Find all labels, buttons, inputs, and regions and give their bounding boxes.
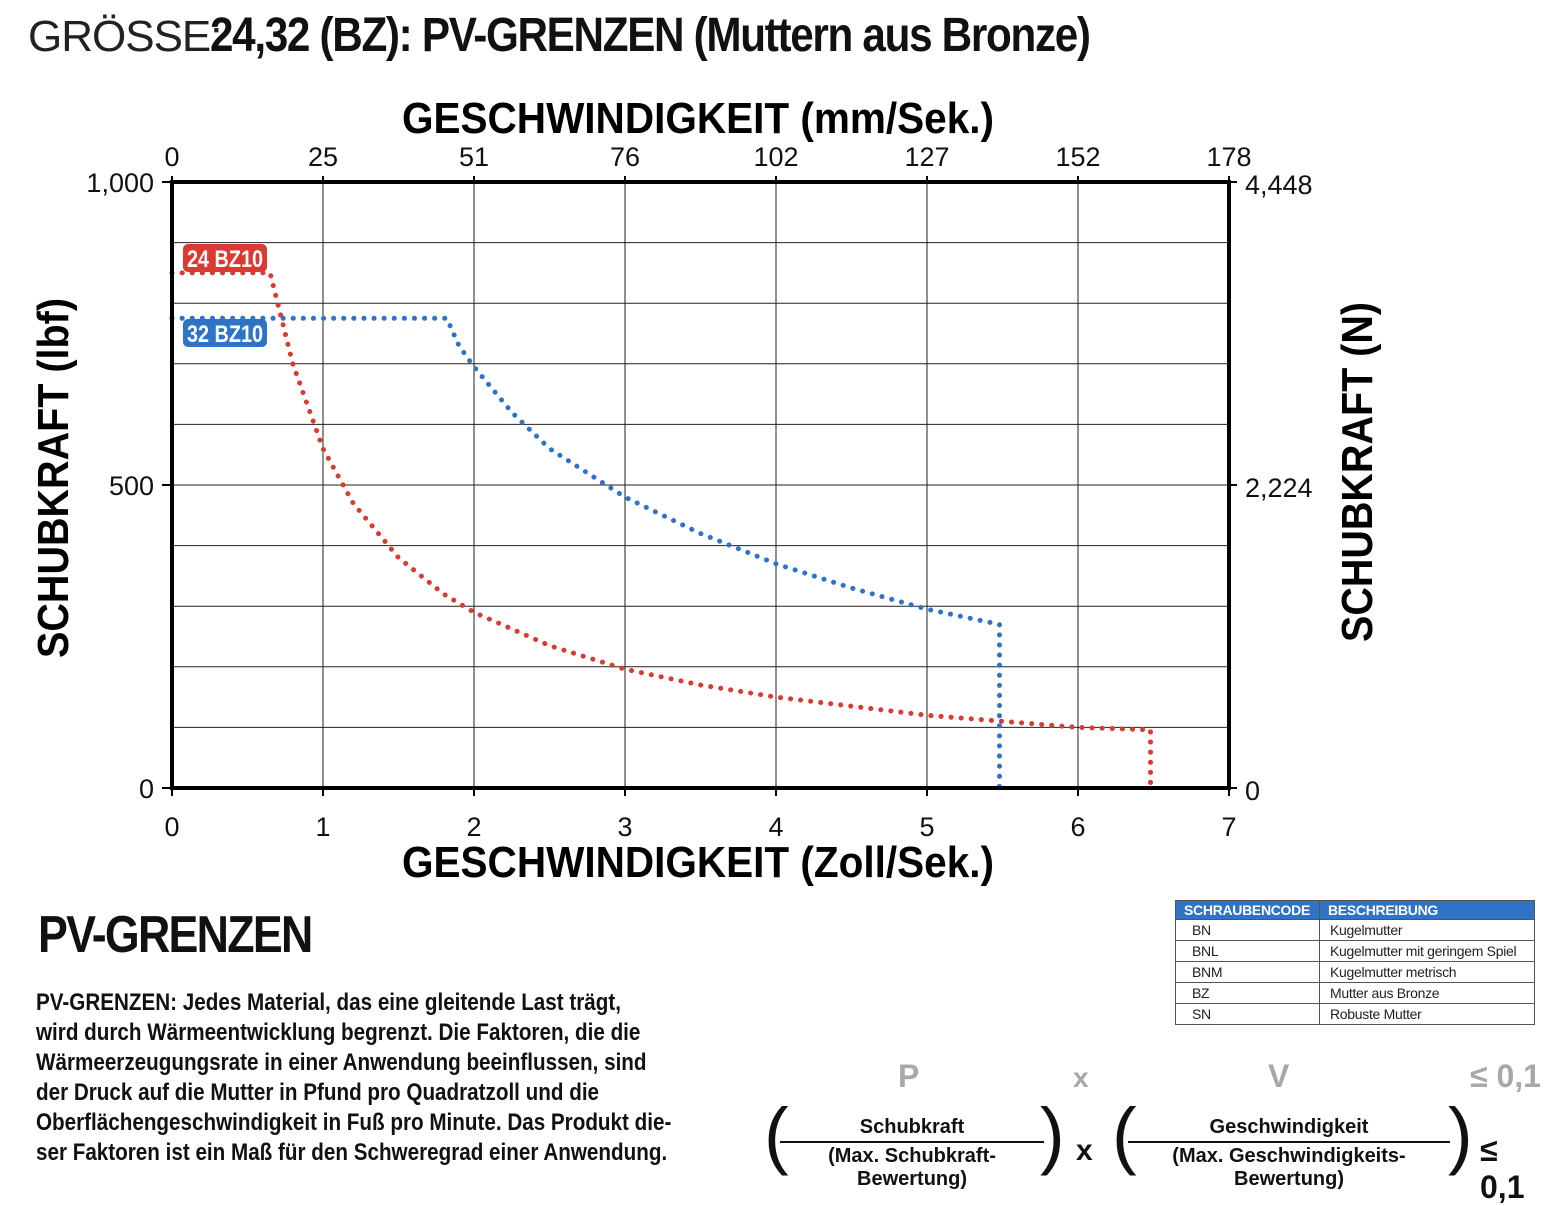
top-tick-label: 25	[308, 142, 338, 172]
table-header-code: SCHRAUBENCODE	[1175, 900, 1320, 920]
y-tick-label: 500	[109, 471, 154, 501]
y-tick-label: 0	[139, 774, 154, 804]
top-tick-label: 51	[459, 142, 489, 172]
table-cell-description: Kugelmutter	[1319, 919, 1535, 941]
table-cell-code: BZ	[1175, 982, 1320, 1004]
top-tick-label: 76	[610, 142, 640, 172]
x-tick-label: 7	[1221, 812, 1236, 842]
table-cell-code: BNM	[1175, 961, 1320, 983]
top-axis-label: GESCHWINDIGKEIT (mm/Sek.)	[402, 94, 994, 143]
y2-tick-label: 2,224	[1245, 473, 1313, 503]
formula-multiply: x	[1076, 1134, 1093, 1167]
table-header-description: BESCHREIBUNG	[1319, 900, 1535, 920]
top-tick-label: 0	[164, 142, 179, 172]
table-cell-code: BN	[1175, 919, 1320, 941]
pv-description-line: PV-GRENZEN: Jedes Material, das eine gle…	[36, 989, 621, 1016]
y-axis-label: SCHUBKRAFT (lbf)	[29, 298, 78, 658]
formula-open-paren: (	[764, 1093, 789, 1176]
chart-ticks: 0 1 2 3 4 5 6 70 25 51 76 102 127 152 1781,00050004,44…	[86, 142, 1312, 842]
y2-axis-label: SCHUBKRAFT (N)	[1333, 302, 1382, 642]
table-row: BN Kugelmutter	[1175, 919, 1535, 941]
x-tick-label: 0	[164, 812, 179, 842]
formula-fraction-speed: Geschwindigkeit (Max. Geschwindigkeits-B…	[1128, 1116, 1450, 1191]
top-tick-label: 102	[753, 142, 798, 172]
table-row: SN Robuste Mutter	[1175, 1003, 1535, 1025]
formula-close-paren: )	[1448, 1093, 1473, 1176]
title-prefix: GRÖSSE:	[28, 12, 222, 61]
pv-description-line: der Druck auf die Mutter in Pfund pro Qu…	[36, 1079, 600, 1106]
pv-description: PV-GRENZEN: Jedes Material, das eine gle…	[36, 988, 750, 1168]
y-tick-label: 1,000	[86, 168, 154, 198]
pv-heading: PV-GRENZEN	[38, 906, 313, 964]
x-tick-label: 6	[1070, 812, 1085, 842]
formula-v-letter: V	[1268, 1058, 1290, 1094]
x-tick-label: 1	[315, 812, 330, 842]
formula-denominator-thrust: (Max. Schubkraft-Bewertung)	[780, 1141, 1044, 1191]
table-cell-description: Mutter aus Bronze	[1319, 982, 1535, 1004]
chart-series-layer	[169, 270, 1153, 791]
chart-grid	[172, 182, 1229, 788]
page-title: 24,32 (BZ): PV-GRENZEN (Muttern aus Bron…	[210, 9, 1091, 62]
table-header-row: SCHRAUBENCODE BESCHREIBUNG	[1175, 900, 1535, 920]
pv-description-line: wird durch Wärmeentwicklung begrenzt. Di…	[36, 1019, 641, 1046]
series-label-badge	[183, 244, 267, 272]
formula-leq-gray: ≤ 0,1	[1470, 1058, 1541, 1094]
pv-description-line: ser Faktoren ist ein Maß für den Schwere…	[36, 1139, 668, 1166]
series-line	[169, 270, 1153, 791]
series-line	[169, 315, 1002, 791]
formula-numerator-thrust: Schubkraft	[859, 1116, 965, 1138]
table-row: BZ Mutter aus Bronze	[1175, 982, 1535, 1004]
table-row: BNL Kugelmutter mit geringem Spiel	[1175, 940, 1535, 962]
formula-close-paren: )	[1040, 1093, 1065, 1176]
series-label-badge	[183, 319, 267, 347]
pv-limit-chart: 0 1 2 3 4 5 6 70 25 51 76 102 127 152 1781,00050004,44…	[29, 94, 1382, 887]
formula-leq: ≤ 0,1	[1480, 1132, 1525, 1205]
x-tick-label: 4	[768, 812, 783, 842]
table-cell-code: SN	[1175, 1003, 1320, 1025]
series-label: 32 BZ10	[187, 321, 263, 348]
pv-description-line: Wärmeerzeugungsrate in einer Anwendung b…	[36, 1049, 647, 1076]
top-tick-label: 127	[904, 142, 949, 172]
series-label: 24 BZ10	[187, 246, 263, 273]
formula-denominator-speed: (Max. Geschwindigkeits-Bewertung)	[1128, 1141, 1450, 1191]
screw-code-table: SCHRAUBENCODE BESCHREIBUNG BN Kugelmutte…	[1175, 900, 1535, 1025]
x-tick-label: 5	[919, 812, 934, 842]
y2-tick-label: 4,448	[1245, 170, 1313, 200]
formula-numerator-speed: Geschwindigkeit	[1209, 1116, 1369, 1138]
table-cell-code: BNL	[1175, 940, 1320, 962]
formula-open-paren: (	[1112, 1093, 1137, 1176]
x-tick-label: 3	[617, 812, 632, 842]
table-cell-description: Kugelmutter metrisch	[1319, 961, 1535, 983]
formula-p-letter: P	[898, 1058, 920, 1094]
formula-fraction-thrust: Schubkraft (Max. Schubkraft-Bewertung)	[780, 1116, 1044, 1191]
top-tick-label: 178	[1206, 142, 1251, 172]
y2-tick-label: 0	[1245, 776, 1260, 806]
series-labels: 24 BZ10 32 BZ10	[183, 244, 267, 348]
x-axis-label: GESCHWINDIGKEIT (Zoll/Sek.)	[402, 838, 994, 887]
x-tick-label: 2	[466, 812, 481, 842]
formula-x-letter: x	[1073, 1062, 1089, 1093]
top-tick-label: 152	[1055, 142, 1100, 172]
table-row: BNM Kugelmutter metrisch	[1175, 961, 1535, 983]
table-cell-description: Kugelmutter mit geringem Spiel	[1319, 940, 1535, 962]
pv-description-line: Oberflächengeschwindigkeit in Fuß pro Mi…	[36, 1109, 672, 1136]
table-cell-description: Robuste Mutter	[1319, 1003, 1535, 1025]
